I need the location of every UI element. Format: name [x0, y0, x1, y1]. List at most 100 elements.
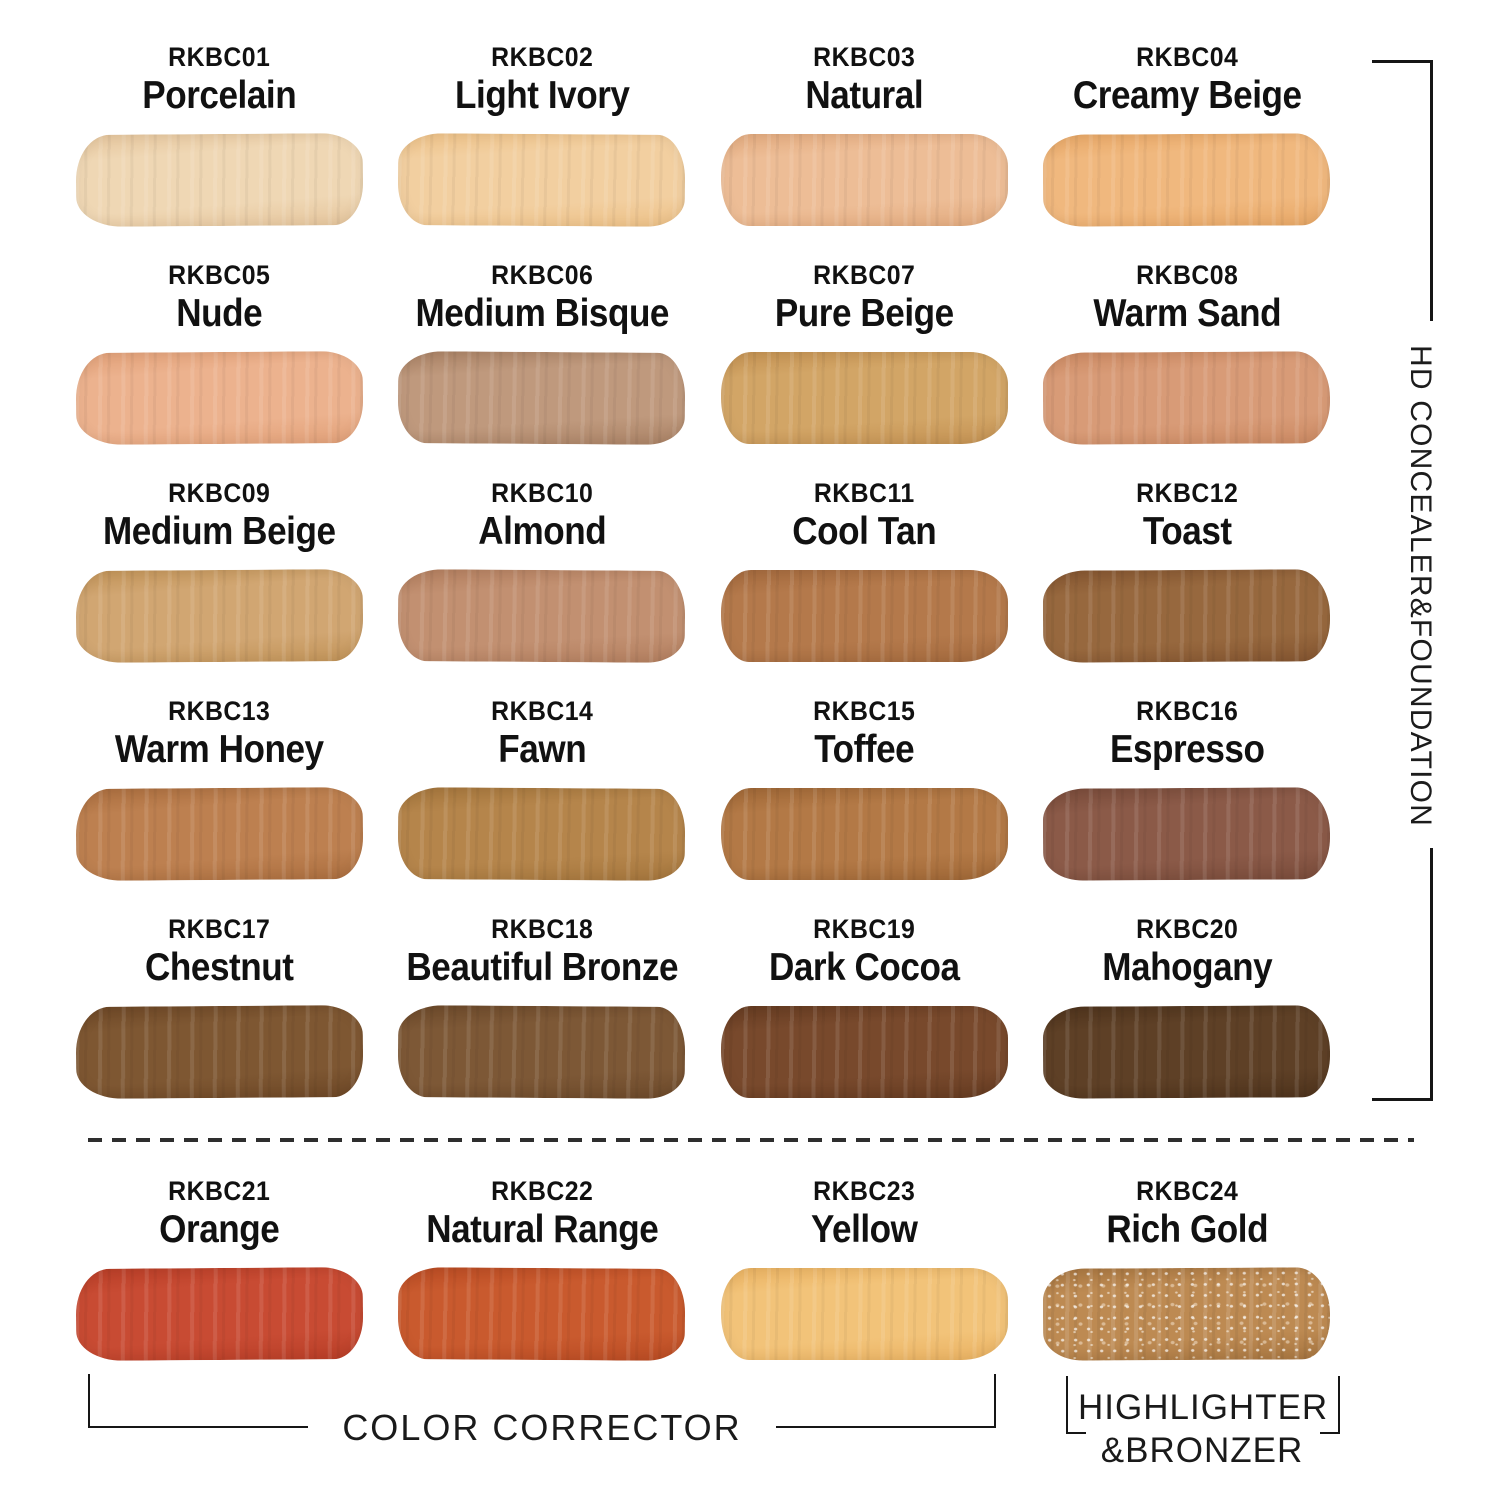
shade-name: Creamy Beige [1072, 74, 1302, 117]
shade-swatch [397, 1267, 686, 1361]
shade-swatch [397, 787, 686, 881]
color-corrector-bracket-right [775, 1374, 996, 1428]
shade-code: RKBC11 [813, 478, 915, 508]
shade-swatch [1042, 787, 1331, 881]
shade-swatch [75, 568, 364, 664]
shade-code: RKBC24 [1135, 1176, 1238, 1206]
swatch-cell: RKBC07 Pure Beige [703, 260, 1026, 478]
shade-code: RKBC22 [490, 1176, 593, 1206]
color-corrector-group-label: COLOR CORRECTOR [342, 1407, 742, 1448]
shade-name: Yellow [810, 1208, 918, 1251]
shade-name: Rich Gold [1105, 1208, 1268, 1251]
swatch-cell: RKBC05 Nude [58, 260, 381, 478]
color-corrector-bracket-left [88, 1374, 309, 1428]
swatch-cell: RKBC10 Almond [381, 478, 704, 696]
shade-name: Natural [805, 74, 924, 117]
shade-name: Natural Range [425, 1208, 659, 1251]
highlighter-label-line2: &BRONZER [1100, 1431, 1304, 1470]
shade-code: RKBC15 [813, 696, 916, 726]
shade-swatch [75, 1266, 364, 1362]
highlighter-bracket-right [1320, 1376, 1340, 1434]
shade-swatch [1042, 1005, 1331, 1099]
shade-name: Espresso [1109, 728, 1265, 771]
shade-name: Toast [1142, 510, 1232, 553]
shade-code: RKBC04 [1135, 42, 1238, 72]
swatch-cell: RKBC19 Dark Cocoa [703, 914, 1026, 1132]
shade-swatch [1042, 569, 1331, 663]
shade-swatch [1042, 133, 1331, 227]
swatch-cell: RKBC06 Medium Bisque [381, 260, 704, 478]
shade-swatch [720, 570, 1008, 662]
swatch-cell: RKBC22 Natural Range [381, 1132, 704, 1361]
shade-code: RKBC19 [813, 914, 916, 944]
shade-code: RKBC23 [813, 1176, 916, 1206]
swatch-cell: RKBC03 Natural [703, 42, 1026, 260]
swatch-cell: RKBC09 Medium Beige [58, 478, 381, 696]
highlighter-label-line1: HIGHLIGHTER [1078, 1388, 1329, 1427]
swatch-cell: RKBC23 Yellow [703, 1132, 1026, 1360]
shade-code: RKBC10 [490, 478, 593, 508]
swatch-cell: RKBC04 Creamy Beige [1026, 42, 1349, 260]
shade-code: RKBC05 [168, 260, 271, 290]
shade-name: Almond [477, 510, 606, 553]
shade-swatch [397, 133, 686, 227]
shade-name: Orange [159, 1208, 280, 1251]
shade-name: Pure Beige [774, 292, 954, 335]
swatch-cell: RKBC17 Chestnut [58, 914, 381, 1132]
swatch-cell: RKBC13 Warm Honey [58, 696, 381, 914]
shade-swatch [397, 1005, 686, 1099]
shade-code: RKBC03 [813, 42, 916, 72]
shade-code: RKBC06 [490, 260, 593, 290]
shade-code: RKBC20 [1135, 914, 1238, 944]
swatch-cell: RKBC21 Orange [58, 1132, 381, 1362]
shade-code: RKBC02 [490, 42, 593, 72]
concealer-group-bracket-top [1372, 60, 1433, 321]
shade-swatch [720, 134, 1008, 226]
shade-swatch [720, 788, 1008, 880]
shade-swatch [75, 350, 364, 446]
swatch-cell: RKBC15 Toffee [703, 696, 1026, 914]
shade-name: Porcelain [142, 74, 297, 117]
shade-name: Fawn [497, 728, 586, 771]
shade-code: RKBC21 [168, 1176, 271, 1206]
highlighter-bracket-left [1066, 1376, 1086, 1434]
swatch-cell: RKBC24 Rich Gold [1026, 1132, 1349, 1361]
swatch-cell: RKBC16 Espresso [1026, 696, 1349, 914]
shade-swatch [1042, 351, 1331, 445]
shade-name: Warm Honey [114, 728, 324, 771]
shade-swatch [75, 1004, 364, 1100]
shade-code: RKBC08 [1135, 260, 1238, 290]
shade-code: RKBC17 [168, 914, 271, 944]
shade-code: RKBC07 [813, 260, 916, 290]
shade-name: Cool Tan [792, 510, 937, 553]
shade-swatch [720, 1268, 1008, 1360]
shade-code: RKBC18 [490, 914, 593, 944]
shade-code: RKBC09 [168, 478, 271, 508]
shade-swatch [1042, 1267, 1331, 1361]
group-divider-dashed-line [88, 1138, 1414, 1142]
swatch-cell: RKBC12 Toast [1026, 478, 1349, 696]
shade-name: Medium Bisque [414, 292, 669, 335]
shade-swatch [397, 569, 686, 663]
shade-name: Mahogany [1101, 946, 1272, 989]
shade-name: Dark Cocoa [768, 946, 960, 989]
shade-swatch [720, 1006, 1008, 1098]
swatch-cell: RKBC11 Cool Tan [703, 478, 1026, 696]
shade-code: RKBC01 [168, 42, 271, 72]
shade-code: RKBC14 [490, 696, 593, 726]
shade-code: RKBC12 [1135, 478, 1238, 508]
shade-name: Chestnut [145, 946, 294, 989]
shade-code: RKBC16 [1135, 696, 1238, 726]
swatch-grid: RKBC01 Porcelain RKBC02 Light Ivory RKBC… [58, 42, 1349, 1362]
shade-swatch [397, 351, 686, 445]
highlighter-bronzer-group-label: HIGHLIGHTER &BRONZER [1078, 1386, 1329, 1472]
shade-name: Nude [176, 292, 263, 335]
concealer-foundation-group-label: HD CONCEALER&FOUNDATION [1404, 344, 1437, 828]
shade-swatch [75, 786, 364, 882]
swatch-cell: RKBC01 Porcelain [58, 42, 381, 260]
shade-name: Warm Sand [1092, 292, 1281, 335]
shade-name: Beautiful Bronze [405, 946, 678, 989]
concealer-group-bracket-bottom [1372, 848, 1433, 1101]
swatch-cell: RKBC08 Warm Sand [1026, 260, 1349, 478]
